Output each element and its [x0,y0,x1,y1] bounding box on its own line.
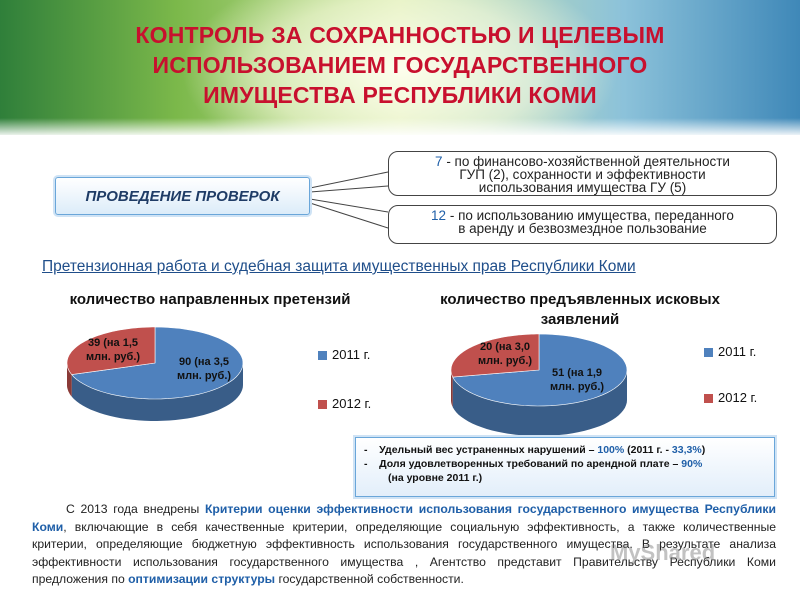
paragraph-highlight-criteria: Критерии оценки эффективности использова… [32,502,776,534]
note-2-line-2: в аренду и безвозмездное пользование [458,221,707,236]
chart-1-slice-2011 г. [71,326,244,400]
note-1-line-1: - по финансово-хозяйственной деятельност… [442,154,730,169]
note-2-line-1: - по использованию имущества, переданног… [446,208,734,223]
page-title: КОНТРОЛЬ ЗА СОХРАННОСТЬЮ И ЦЕЛЕВЫМ ИСПОЛ… [60,20,740,110]
paragraph-part-1: С 2013 года внедрены [66,502,205,516]
note-checks-lease: 12 - по использованию имущества, передан… [388,205,777,244]
chart-1-slice-2012 г. [66,326,156,375]
chart-1-label-2012-line-2: млн. руб.) [85,351,141,363]
legend-label: 2012 г. [718,390,758,405]
chart-2-legend-2011: 2011 г. [704,344,756,359]
chart-2-title-line-2: заявлений [540,311,620,328]
chart-2-side-2012 г. [451,370,453,408]
summary-item-1-pct: 100% [597,444,625,456]
chart-2-legend-2012: 2012 г. [704,390,757,405]
chart-2-label-2012-line-1: 20 (на 3,0 [479,341,531,353]
summary-item-1-tail: (2011 г. - [624,444,672,456]
paragraph-highlight-optimization: оптимизации структуры [128,572,276,586]
summary-item-1-end: ) [701,444,706,456]
chart-2-label-2011-line-2: млн. руб.) [549,381,605,393]
title-line-3: ИМУЩЕСТВА РЕСПУБЛИКИ КОМИ [203,82,597,108]
chart-1-label-2012-line-1: 39 (на 1,5 [87,337,139,349]
chart-2-side-2011 г. [452,370,627,436]
checks-button[interactable]: ПРОВЕДЕНИЕ ПРОВЕРОК [55,177,310,215]
chart-2-slice-2011 г. [452,333,628,407]
summary-item-2-line-2: (на уровне 2011 г.) [388,472,483,484]
chart-2-slice-2012 г. [450,333,540,378]
legend-swatch-blue [704,348,713,358]
chart-1-legend-2011: 2011 г. [318,347,370,362]
chart-2-title-line-1: количество предъявленных исковых [440,291,720,308]
note-1-number: 7 [435,154,443,169]
chart-1-side-2012 г. [67,363,72,397]
chart-1-label-2011-line-2: млн. руб.) [176,370,232,382]
body-paragraph: С 2013 года внедрены Критерии оценки эфф… [32,501,776,589]
chart-2-label-2011-line-1: 51 (на 1,9 [551,367,603,379]
summary-item-1-pct2: 33,3% [671,444,702,456]
chart-1-side-2011 г. [71,363,243,421]
legend-label: 2011 г. [718,344,757,359]
chart-1-title: количество направленных претензий [69,291,351,308]
banner-stripe [0,118,800,135]
chart-1-label-2011: 90 (на 3,5 млн. руб.) [164,355,244,383]
note-2-number: 12 [431,208,447,223]
paragraph-part-3: государственной собственности. [275,572,464,586]
legend-swatch-red [318,400,327,410]
note-checks-financial: 7 - по финансово-хозяйственной деятельно… [388,151,777,196]
section-subtitle[interactable]: Претензионная работа и судебная защита и… [42,258,636,275]
legend-swatch-blue [318,351,327,361]
summary-item-2: - Доля удовлетворенных требований по аре… [364,458,703,470]
chart-1-legend-2012: 2012 г. [318,396,371,411]
legend-label: 2011 г. [332,347,371,362]
chart-2-label-2012-line-2: млн. руб.) [477,355,533,367]
legend-label: 2012 г. [332,396,372,411]
banner-glow [180,0,620,135]
summary-item-2-pct: 90% [681,458,703,470]
title-line-1: КОНТРОЛЬ ЗА СОХРАННОСТЬЮ И ЦЕЛЕВЫМ [135,22,665,48]
chart-2-title: количество предъявленных исковых заявлен… [420,290,740,330]
summary-item-1-text: Удельный вес устраненных нарушений – [379,444,598,456]
summary-item-2-text: Доля удовлетворенных требований по аренд… [379,458,682,470]
chart-2-label-2011: 51 (на 1,9 млн. руб.) [537,366,617,394]
note-1-line-2: ГУП (2), сохранности и эффективности [459,167,706,182]
note-1-line-3: использования имущества ГУ (5) [478,180,687,195]
summary-item-1: - Удельный вес устраненных нарушений – 1… [364,444,706,456]
header-banner: КОНТРОЛЬ ЗА СОХРАННОСТЬЮ И ЦЕЛЕВЫМ ИСПОЛ… [0,0,800,135]
chart-2-label-2012: 20 (на 3,0 млн. руб.) [466,340,544,368]
chart-1-label-2011-line-1: 90 (на 3,5 [178,356,230,368]
title-line-2: ИСПОЛЬЗОВАНИЕМ ГОСУДАРСТВЕННОГО [152,52,648,78]
connector-lines [309,171,389,229]
watermark-logo: MyShared [610,540,716,565]
paragraph-part-2: , включающие в себя качественные критери… [32,519,776,587]
legend-swatch-red [704,394,713,404]
summary-box: - Удельный вес устраненных нарушений – 1… [355,437,775,497]
chart-1-label-2012: 39 (на 1,5 млн. руб.) [74,336,152,364]
